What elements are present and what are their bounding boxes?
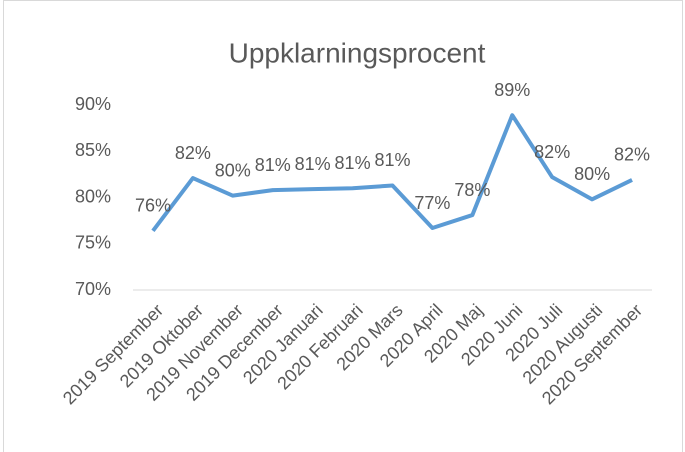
data-label: 81% [335, 153, 371, 173]
data-label: 76% [135, 196, 171, 216]
line [151, 113, 633, 233]
data-label: 77% [414, 193, 450, 213]
data-label: 78% [454, 180, 490, 200]
data-label: 89% [494, 80, 530, 100]
y-tick-label: 70% [75, 279, 111, 299]
chart-frame [3, 0, 683, 452]
data-label: 82% [175, 143, 211, 163]
data-label: 81% [255, 155, 291, 175]
chart-title: Uppklarningsprocent [229, 37, 486, 68]
data-label: 80% [215, 160, 251, 180]
data-label: 82% [614, 145, 650, 165]
y-tick-label: 75% [75, 233, 111, 253]
data-label: 81% [374, 150, 410, 170]
y-tick-label: 90% [75, 94, 111, 114]
y-tick-label: 80% [75, 186, 111, 206]
data-label: 80% [574, 164, 610, 184]
y-tick-label: 85% [75, 140, 111, 160]
data-label: 81% [295, 154, 331, 174]
data-label: 82% [534, 142, 570, 162]
